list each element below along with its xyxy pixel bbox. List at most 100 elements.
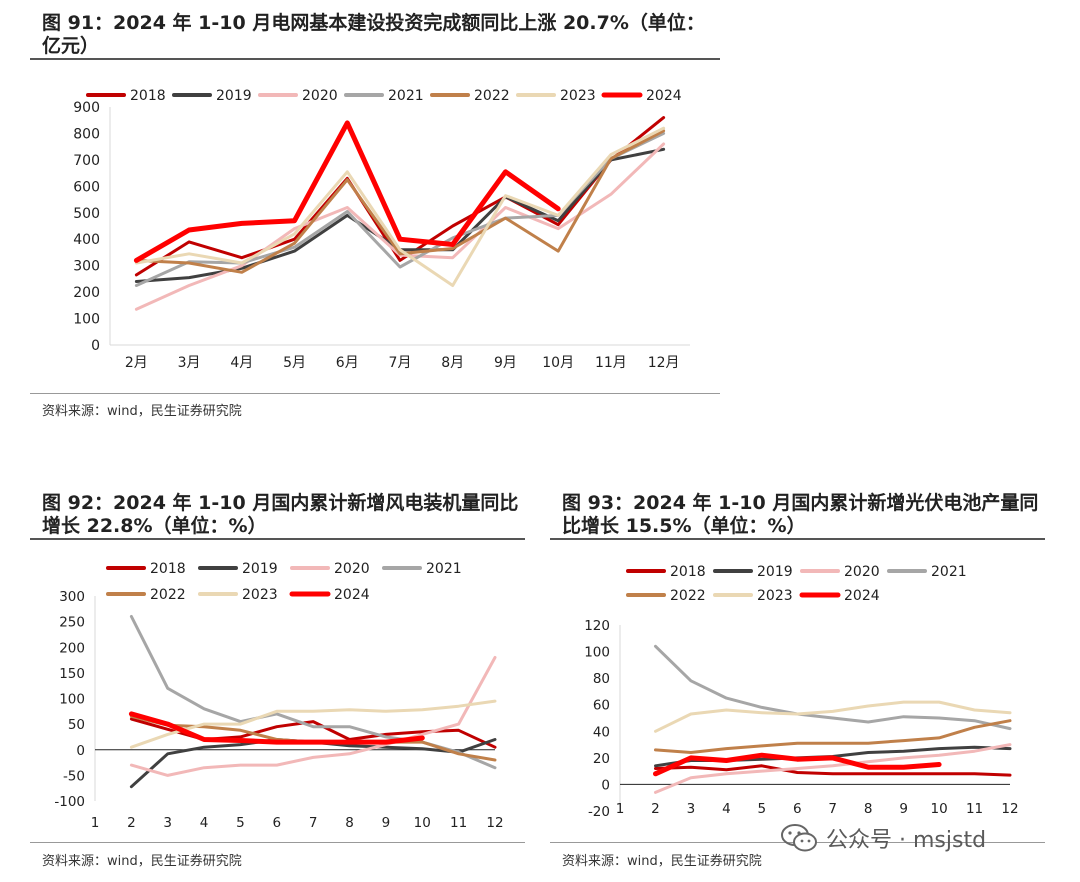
legend-item-2018: 2018 [106, 561, 186, 577]
x-tick-label: 12月 [648, 355, 680, 371]
legend-label: 2018 [670, 564, 706, 580]
legend-label: 2024 [646, 88, 682, 104]
fig92-title: 图 92：2024 年 1-10 月国内累计新增风电装机量同比增长 22.8%（… [42, 492, 519, 537]
legend-label: 2018 [130, 88, 166, 104]
y-tick-label: 100 [59, 692, 85, 708]
x-tick-label: 3 [163, 815, 172, 831]
series-line-2024 [128, 711, 425, 745]
fig91-bottom-rule [30, 393, 720, 394]
x-tick-label: 9 [382, 815, 391, 831]
x-tick-label: 5 [236, 815, 245, 831]
legend-item-2019: 2019 [713, 564, 793, 580]
legend-item-2023: 2023 [516, 88, 596, 104]
x-tick-label: 3月 [178, 355, 201, 371]
x-tick-label: 8月 [441, 355, 464, 371]
legend-label: 2021 [426, 561, 462, 577]
y-tick-label: 250 [59, 615, 85, 631]
y-tick-label: 700 [73, 153, 100, 169]
series-line-2024 [653, 752, 942, 777]
legend-item-2018: 2018 [626, 564, 706, 580]
x-tick-label: 10月 [542, 355, 574, 371]
y-tick-label: 20 [593, 751, 610, 767]
x-tick-label: 6 [273, 815, 282, 831]
y-tick-label: 500 [73, 206, 100, 222]
y-tick-label: 100 [584, 645, 610, 661]
y-tick-label: 300 [73, 259, 100, 275]
legend-item-2018: 2018 [86, 88, 166, 104]
x-tick-label: 6 [793, 801, 802, 817]
y-tick-label: 150 [59, 666, 85, 682]
legend-label: 2022 [474, 88, 510, 104]
y-tick-label: -100 [54, 794, 85, 810]
x-tick-label: 4月 [230, 355, 253, 371]
y-tick-label: 800 [73, 126, 100, 142]
x-tick-label: 4 [200, 815, 209, 831]
x-tick-label: 7月 [389, 355, 412, 371]
series-line-2020 [654, 743, 1012, 794]
legend-item-2024: 2024 [601, 88, 682, 104]
legend-label: 2019 [242, 561, 278, 577]
y-tick-label: 200 [59, 640, 85, 656]
legend-item-2019: 2019 [198, 561, 278, 577]
x-tick-label: 10 [414, 815, 431, 831]
legend-item-2023: 2023 [713, 588, 793, 604]
legend-label: 2022 [670, 588, 706, 604]
fig91-source: 资料来源：wind，民生证券研究院 [42, 404, 242, 419]
series-line-2021 [129, 615, 497, 770]
legend-item-2021: 2021 [344, 88, 424, 104]
legend-label: 2021 [931, 564, 967, 580]
legend-label: 2020 [844, 564, 880, 580]
series-line-2023 [134, 126, 666, 287]
y-tick-label: 900 [73, 100, 100, 116]
y-tick-label: 120 [584, 618, 610, 634]
y-tick-label: 200 [73, 285, 100, 301]
x-tick-label: 12 [486, 815, 503, 831]
y-tick-label: -50 [63, 768, 85, 784]
legend-item-2023: 2023 [198, 587, 278, 603]
watermark: 公众号 · msjstd [780, 822, 986, 854]
legend-label: 2018 [150, 561, 186, 577]
x-tick-label: 7 [309, 815, 318, 831]
y-tick-label: 60 [593, 698, 610, 714]
x-tick-label: 8 [345, 815, 354, 831]
x-tick-label: 9月 [494, 355, 517, 371]
x-tick-label: 2 [127, 815, 136, 831]
legend-label: 2024 [844, 588, 880, 604]
fig91-title-rule [30, 58, 720, 60]
series-line-2018 [134, 116, 666, 277]
series-line-2018 [654, 764, 1012, 777]
y-tick-label: 80 [593, 671, 610, 687]
y-tick-label: 300 [59, 589, 85, 605]
y-tick-label: 100 [73, 312, 100, 328]
series-line-2021 [654, 644, 1012, 731]
legend-item-2020: 2020 [290, 561, 370, 577]
legend-label: 2019 [216, 88, 252, 104]
x-tick-label: 11 [966, 801, 983, 817]
series-line-2022 [134, 129, 666, 274]
x-tick-label: 7 [828, 801, 837, 817]
legend-label: 2020 [334, 561, 370, 577]
legend-item-2022: 2022 [430, 88, 510, 104]
series-line-2023 [129, 699, 497, 749]
series-line-2023 [654, 700, 1012, 733]
legend-item-2020: 2020 [258, 88, 338, 104]
y-tick-label: -20 [588, 804, 610, 820]
legend-item-2021: 2021 [887, 564, 967, 580]
watermark-text: 公众号 · msjstd [826, 828, 987, 853]
y-tick-label: 40 [593, 724, 610, 740]
y-tick-label: 600 [73, 179, 100, 195]
x-tick-label: 1 [616, 801, 625, 817]
series-line-2021 [134, 131, 666, 287]
legend-label: 2023 [560, 88, 596, 104]
x-tick-label: 9 [899, 801, 908, 817]
series-line-2022 [654, 719, 1012, 754]
series-line-2020 [129, 656, 497, 777]
x-tick-label: 10 [930, 801, 947, 817]
legend-item-2024: 2024 [289, 587, 370, 603]
wechat-icon [781, 824, 817, 852]
fig93-source: 资料来源：wind，民生证券研究院 [562, 854, 762, 869]
legend-item-2022: 2022 [626, 588, 706, 604]
x-tick-label: 12 [1001, 801, 1018, 817]
x-tick-label: 1 [91, 815, 100, 831]
